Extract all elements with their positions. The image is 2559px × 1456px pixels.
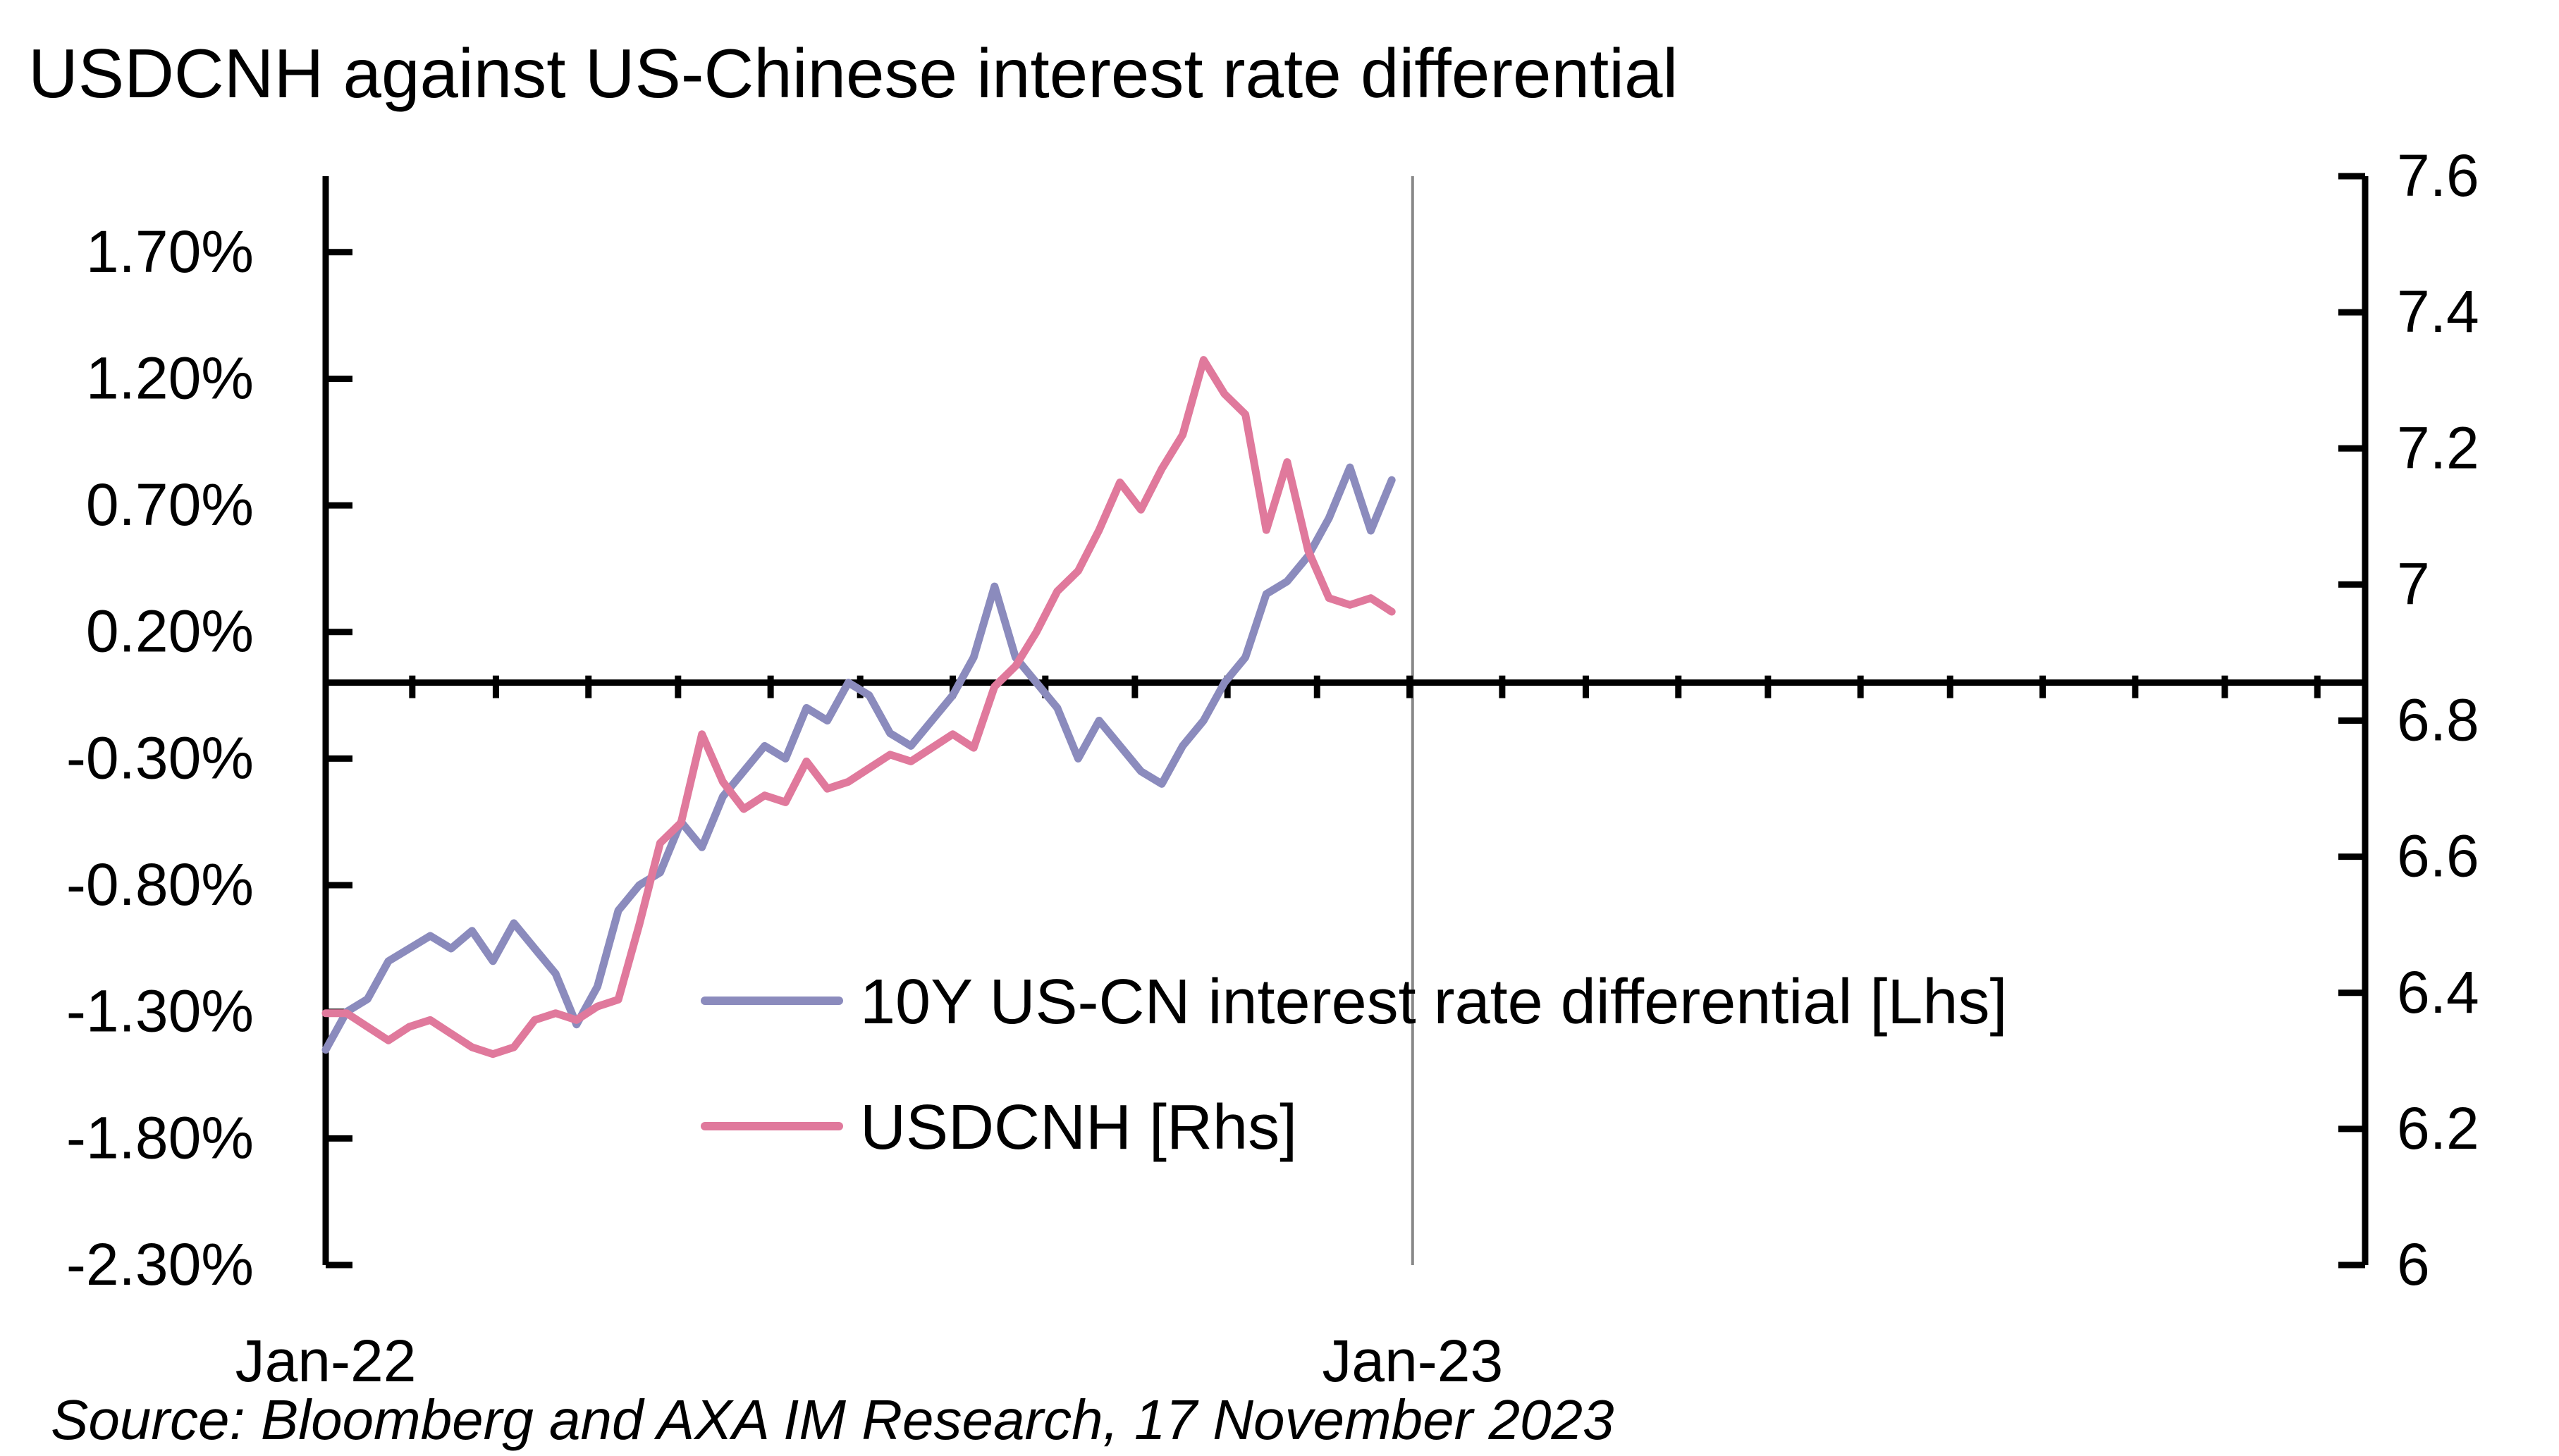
x-axis-ticks: Jan-22 Jan-23 (235, 1328, 1504, 1394)
x-tick-label: Jan-22 (235, 1328, 417, 1394)
source-note: Source: Bloomberg and AXA IM Research, 1… (51, 1388, 1614, 1451)
left-tick-label: -2.30% (66, 1231, 254, 1297)
axes (322, 176, 2369, 1265)
right-tick-label: 6 (2397, 1231, 2430, 1297)
right-tick-label: 6.6 (2397, 823, 2479, 889)
right-tick-label: 7.2 (2397, 414, 2479, 481)
left-tick-label: -1.30% (66, 978, 254, 1044)
right-tick-label: 6.2 (2397, 1095, 2479, 1161)
legend-label: 10Y US-CN interest rate differential [Lh… (860, 967, 2007, 1037)
right-tick-label: 7.6 (2397, 142, 2479, 209)
right-tick-label: 7 (2397, 550, 2430, 617)
legend: 10Y US-CN interest rate differential [Lh… (701, 967, 2007, 1163)
left-tick-label: 0.20% (86, 598, 254, 665)
legend-label: USDCNH [Rhs] (860, 1092, 1297, 1163)
left-tick-label: -0.30% (66, 724, 254, 791)
right-tick-label: 7.4 (2397, 278, 2479, 345)
series-rate-differential (321, 463, 1396, 1054)
left-tick-label: 1.70% (86, 218, 254, 285)
x-tick-label: Jan-23 (1322, 1328, 1503, 1394)
right-axis-ticks: 7.6 7.4 7.2 7 6.8 6.6 6.4 6.2 6 (2338, 142, 2479, 1297)
right-tick-label: 6.8 (2397, 687, 2479, 753)
left-tick-label: -0.80% (66, 851, 254, 918)
series-usdcnh (321, 356, 1396, 1059)
right-tick-label: 6.4 (2397, 959, 2479, 1025)
series-group (321, 356, 1396, 1059)
left-tick-label: -1.80% (66, 1104, 254, 1171)
left-tick-label: 0.70% (86, 471, 254, 538)
left-axis-ticks: 1.70% 1.20% 0.70% 0.20% -0.30% -0.80% -1.30% -1… (66, 218, 352, 1297)
chart-title: USDCNH against US-Chinese interest rate … (28, 35, 1678, 112)
left-tick-label: 1.20% (86, 345, 254, 411)
